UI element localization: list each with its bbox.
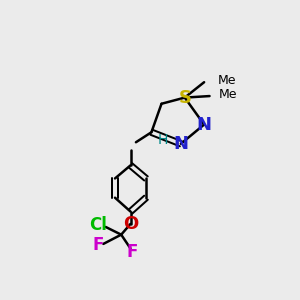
Text: F: F [92, 236, 104, 254]
Text: N: N [173, 135, 188, 153]
Text: S: S [178, 88, 191, 106]
Text: O: O [123, 215, 138, 233]
Text: Me: Me [219, 88, 237, 101]
Text: H: H [158, 133, 168, 147]
Text: Me: Me [217, 74, 236, 87]
Text: N: N [196, 116, 211, 134]
Text: Cl: Cl [89, 216, 107, 234]
Text: F: F [126, 243, 138, 261]
